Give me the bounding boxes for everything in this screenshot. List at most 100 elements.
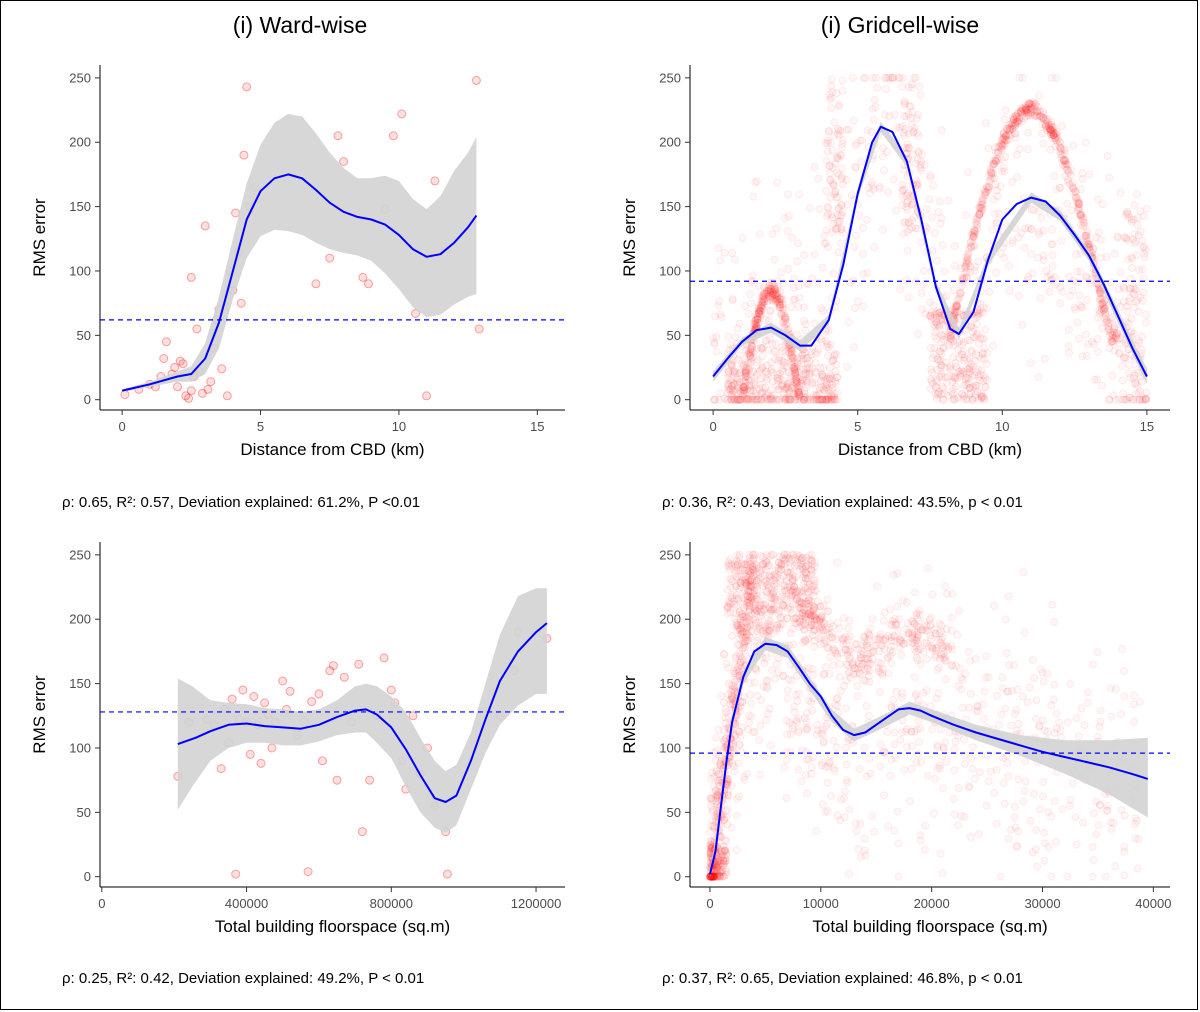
data-point (913, 609, 921, 618)
data-point (760, 578, 769, 587)
data-point (1034, 107, 1043, 116)
data-point (735, 634, 744, 643)
data-point (825, 630, 834, 639)
data-point (1064, 325, 1073, 334)
caption-ward-floorspace: ρ: 0.25, R²: 0.42, Deviation explained: … (62, 970, 425, 987)
data-point (1040, 828, 1049, 837)
data-point (808, 582, 817, 591)
data-point (787, 370, 796, 379)
data-point (311, 279, 321, 289)
data-point (784, 379, 793, 388)
data-point (777, 613, 786, 622)
data-point (756, 599, 765, 608)
data-point (831, 646, 839, 655)
data-point (739, 384, 747, 393)
data-point (734, 395, 743, 404)
data-point (960, 812, 969, 821)
data-point (908, 108, 917, 117)
data-point (790, 295, 799, 304)
data-point (755, 604, 764, 613)
data-point (873, 582, 882, 591)
data-point (1082, 231, 1091, 240)
data-point (790, 583, 799, 592)
data-point (771, 355, 779, 364)
data-point (751, 595, 760, 604)
data-point (1074, 200, 1083, 209)
data-point (708, 805, 717, 814)
data-point (1047, 126, 1055, 135)
data-point (727, 739, 736, 748)
data-point (1055, 137, 1064, 146)
data-point (807, 585, 816, 594)
data-point (783, 694, 792, 703)
data-point (913, 179, 922, 188)
data-point (1134, 307, 1143, 316)
data-point (729, 762, 738, 771)
data-point (946, 362, 955, 371)
data-point (975, 203, 984, 212)
data-point (752, 627, 761, 636)
data-point (970, 370, 979, 379)
data-point (765, 621, 774, 629)
data-point (1041, 122, 1050, 131)
data-point (1055, 183, 1064, 192)
data-point (835, 217, 844, 226)
data-point (871, 635, 880, 644)
y-axis-label: RMS error (30, 198, 49, 277)
data-point (931, 228, 939, 237)
data-point (947, 641, 956, 650)
data-point (749, 566, 758, 575)
data-point (900, 131, 908, 140)
data-point (796, 604, 805, 612)
data-point (1001, 132, 1010, 140)
data-point (831, 224, 840, 233)
y-tick-label: 100 (69, 740, 91, 755)
data-point (928, 644, 937, 653)
data-point (1026, 816, 1035, 825)
data-point (1132, 284, 1140, 293)
data-point (1045, 287, 1054, 296)
data-point (1029, 104, 1038, 113)
data-point (743, 592, 752, 601)
data-point (902, 625, 911, 634)
data-point (768, 666, 777, 674)
data-point (861, 676, 870, 685)
data-point (749, 572, 758, 581)
data-point (1120, 233, 1129, 242)
data-point (809, 612, 818, 620)
data-point (1030, 674, 1039, 682)
data-point (736, 583, 745, 592)
data-point (824, 385, 833, 394)
data-point (747, 575, 756, 584)
data-point (727, 385, 735, 394)
data-point (974, 372, 983, 381)
data-point (249, 692, 259, 701)
data-point (712, 347, 721, 356)
data-point (778, 592, 787, 601)
data-point (887, 755, 896, 764)
data-point (1006, 131, 1015, 140)
data-point (937, 314, 946, 322)
data-point (763, 297, 772, 306)
data-point (1090, 375, 1099, 384)
data-point (1123, 307, 1132, 316)
data-point (1000, 799, 1009, 808)
data-point (1049, 695, 1058, 704)
data-point (746, 345, 755, 353)
data-point (730, 366, 739, 375)
data-point (745, 619, 754, 628)
data-point (1042, 126, 1051, 135)
data-point (925, 615, 934, 624)
x-tick-label: 400000 (225, 896, 268, 911)
data-point (758, 581, 767, 590)
data-point (1023, 106, 1032, 115)
data-point (864, 183, 873, 192)
data-point (1107, 278, 1116, 287)
data-point (762, 336, 771, 345)
data-point (1063, 165, 1072, 174)
data-point (790, 576, 799, 585)
data-point (1046, 125, 1055, 134)
data-point (1057, 153, 1066, 162)
data-point (1046, 130, 1055, 139)
data-point (1084, 237, 1092, 246)
